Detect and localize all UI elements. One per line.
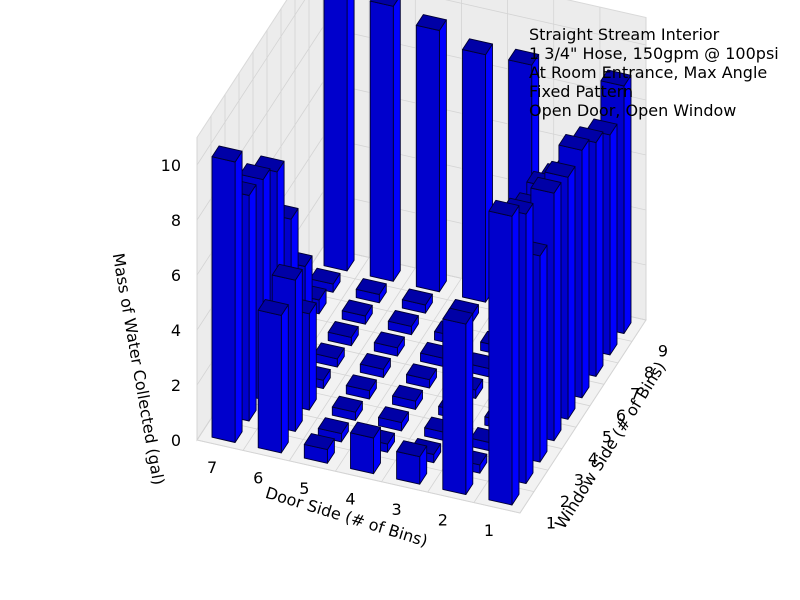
- x-tick-label: 3: [392, 500, 402, 519]
- z-tick-label: 6: [171, 266, 181, 285]
- bar: [327, 321, 359, 347]
- title-line-2: 1 3/4" Hose, 150gpm @ 100psi: [529, 44, 779, 63]
- z-tick-label: 10: [161, 156, 181, 175]
- bar: [415, 14, 447, 293]
- y-tick-label: 4: [588, 449, 598, 468]
- bar: [488, 199, 520, 506]
- bar: [317, 417, 349, 443]
- bar: [392, 384, 423, 410]
- chart-title-block: Straight Stream Interior 1 3/4" Hose, 15…: [529, 25, 791, 120]
- bar: [350, 421, 381, 475]
- z-tick-label: 8: [171, 211, 181, 230]
- bar: [359, 352, 391, 378]
- y-tick-label: 3: [574, 470, 584, 489]
- bar: [355, 278, 387, 304]
- title-line-1: Straight Stream Interior: [529, 25, 720, 44]
- y-tick-label: 9: [658, 342, 668, 361]
- bar: [387, 310, 419, 336]
- z-axis-label: Mass of Water Collected (gal): [109, 252, 169, 487]
- y-tick-label: 1: [546, 513, 556, 532]
- bar: [462, 38, 493, 303]
- y-tick-label: 7: [630, 385, 640, 404]
- z-tick-label: 0: [171, 431, 181, 450]
- y-tick-label: 6: [616, 406, 626, 425]
- bar: [378, 406, 409, 432]
- x-tick-label: 4: [345, 490, 355, 509]
- bar: [369, 0, 401, 282]
- bar: [396, 440, 428, 485]
- bar: [257, 299, 289, 454]
- bar: [401, 288, 433, 314]
- title-line-5: Open Door, Open Window: [529, 101, 737, 120]
- bar: [442, 307, 474, 496]
- x-tick-label: 7: [207, 458, 217, 477]
- x-tick-label: 2: [438, 510, 448, 529]
- bar: [211, 145, 243, 443]
- z-tick-label: 4: [171, 321, 181, 340]
- bar: [373, 331, 405, 357]
- x-tick-label: 6: [253, 469, 263, 488]
- y-tick-label: 2: [560, 492, 570, 511]
- bar: [331, 395, 363, 421]
- x-tick-label: 1: [484, 521, 494, 540]
- bar: [406, 363, 437, 389]
- title-line-4: Fixed Pattern: [529, 82, 634, 101]
- y-tick-label: 5: [602, 428, 612, 447]
- bar: [345, 374, 377, 400]
- y-tick-label: 8: [644, 363, 654, 382]
- z-tick-label: 2: [171, 376, 181, 395]
- bar: [313, 342, 345, 368]
- title-line-3: At Room Entrance, Max Angle: [529, 63, 768, 82]
- bar: [303, 433, 335, 464]
- bars-group: [211, 0, 632, 506]
- bar: [341, 299, 373, 325]
- bar: [323, 0, 355, 272]
- x-tick-label: 5: [299, 479, 309, 498]
